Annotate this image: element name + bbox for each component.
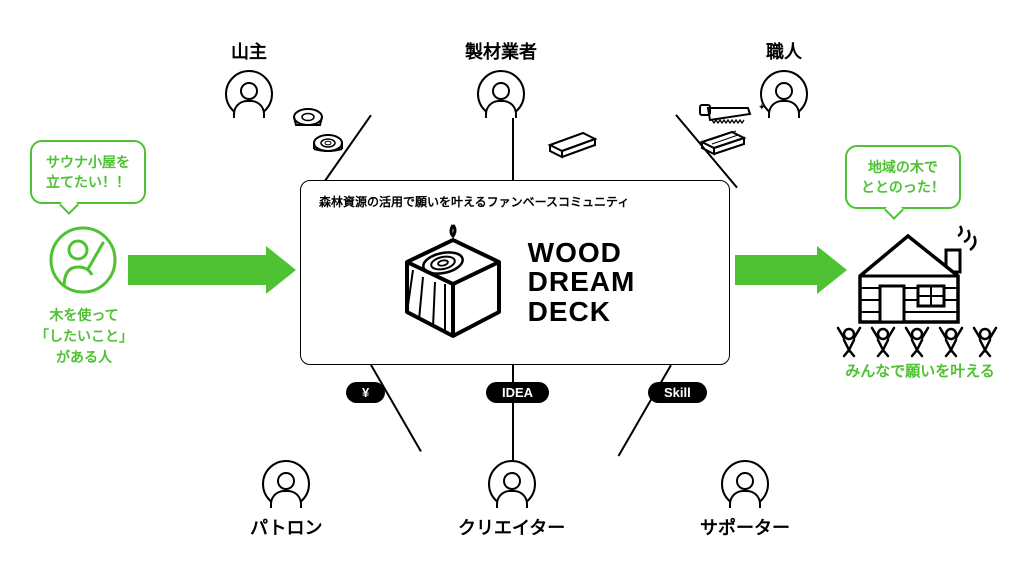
saw-icon: ✦: [690, 100, 770, 165]
badge-yen: ¥: [346, 382, 385, 403]
label: 職人: [766, 38, 802, 64]
bubble-text: 地域の木で ととのった！: [861, 159, 945, 195]
arrow-output: [735, 255, 845, 285]
logs-icon: [290, 105, 350, 160]
logo-line3: DECK: [528, 297, 636, 326]
role-yamanushi: 山主: [225, 38, 273, 118]
lumber-icon: [545, 125, 600, 165]
badge-skill: Skill: [648, 382, 707, 403]
right-outcome-label: みんなで願いを叶える: [830, 360, 1010, 381]
logo-text: WOOD DREAM DECK: [528, 238, 636, 326]
role-seizai: 製材業者: [465, 38, 537, 118]
label: サポーター: [700, 514, 790, 540]
role-creator: クリエイター: [458, 460, 565, 540]
label: 山主: [231, 38, 267, 64]
badge-idea: IDEA: [486, 382, 549, 403]
bubble-text: サウナ小屋を 立てたい！！: [46, 154, 130, 190]
person-icon: [488, 460, 536, 508]
svg-text:✦: ✦: [758, 102, 766, 112]
wood-cube-icon: [395, 222, 510, 342]
person-icon: [721, 460, 769, 508]
center-community-box: 森林資源の活用で願いを叶えるファンベースコミュニティ WOOD DREAM DE…: [300, 180, 730, 365]
sauna-house-icon: [850, 218, 980, 333]
role-supporter: サポーター: [700, 460, 790, 540]
label: クリエイター: [458, 514, 565, 540]
person-icon: [477, 70, 525, 118]
logo-line1: WOOD: [528, 238, 636, 267]
label: 製材業者: [465, 38, 537, 64]
cheering-people-icon: [832, 322, 1002, 358]
arrow-input: [128, 255, 293, 285]
logo-line2: DREAM: [528, 267, 636, 296]
left-person-icon: [48, 225, 118, 300]
person-icon: [262, 460, 310, 508]
person-icon: [225, 70, 273, 118]
left-speech-bubble: サウナ小屋を 立てたい！！: [30, 140, 146, 204]
role-patron: パトロン: [250, 460, 323, 540]
subtitle: 森林資源の活用で願いを叶えるファンベースコミュニティ: [319, 193, 711, 210]
right-speech-bubble: 地域の木で ととのった！: [845, 145, 961, 209]
label: パトロン: [250, 514, 323, 540]
left-person-label: 木を使って 「したいこと」 がある人: [35, 305, 133, 368]
